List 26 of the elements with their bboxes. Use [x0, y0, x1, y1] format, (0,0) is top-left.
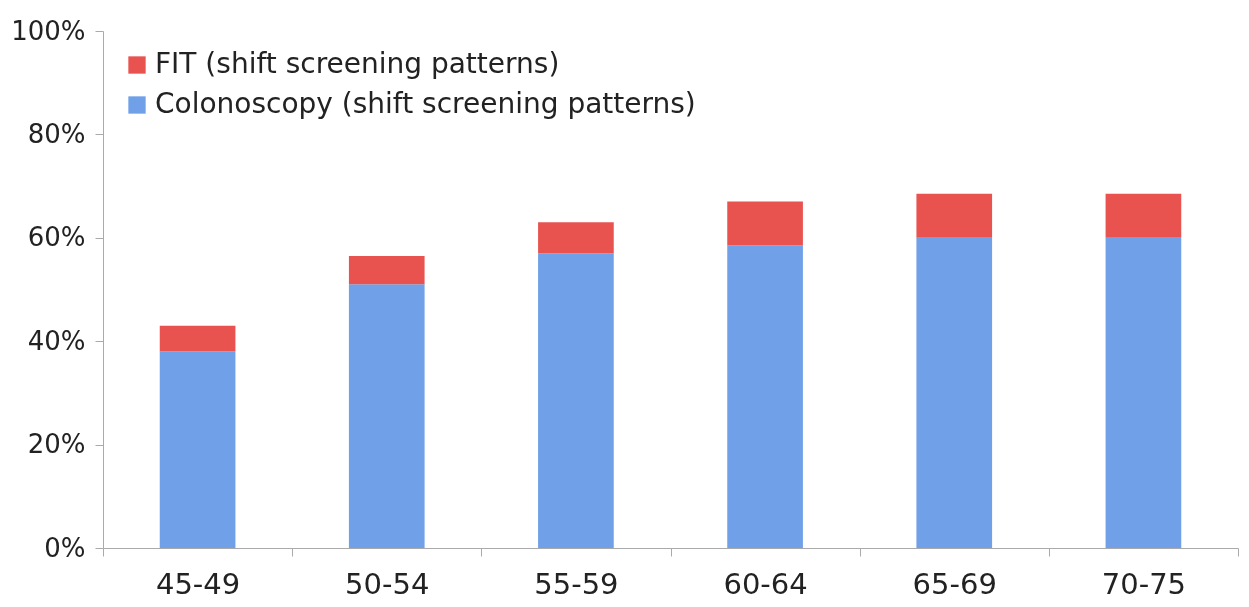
- legend-label: FIT (shift screening patterns): [155, 47, 560, 80]
- x-tick-label: 50-54: [345, 566, 430, 601]
- bar: [159, 351, 236, 548]
- x-tick-label: 60-64: [723, 566, 808, 601]
- y-tick-label: 60%: [27, 222, 86, 253]
- bar: [1105, 237, 1182, 548]
- bar: [916, 237, 993, 548]
- bar: [348, 255, 425, 285]
- y-tick-label: 20%: [27, 429, 86, 460]
- bar: [1105, 193, 1182, 238]
- x-tick-label: 70-75: [1101, 566, 1187, 601]
- y-tick-label: 40%: [27, 325, 86, 356]
- bar: [538, 253, 614, 548]
- x-tick-label: 45-49: [155, 566, 241, 601]
- bar: [727, 201, 803, 246]
- y-tick-label: 0%: [44, 532, 86, 563]
- bar: [159, 325, 236, 352]
- bar: [348, 284, 425, 548]
- x-tick-label: 55-59: [534, 566, 619, 601]
- bar: [916, 193, 993, 238]
- legend-label: Colonoscopy (shift screening patterns): [155, 87, 696, 120]
- y-tick-label: 100%: [11, 15, 86, 46]
- bar: [727, 245, 803, 548]
- y-tick-label: 80%: [27, 118, 86, 149]
- x-tick-label: 65-69: [912, 566, 997, 601]
- bar: [538, 222, 614, 254]
